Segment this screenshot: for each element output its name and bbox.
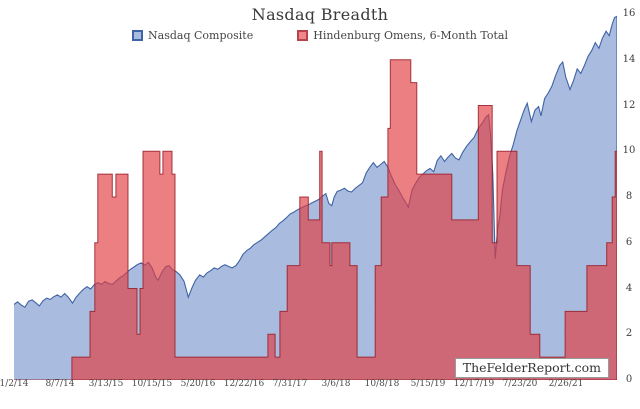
watermark: TheFelderReport.com [454,358,609,378]
y-tick-label: 16 [622,8,636,19]
x-tick-label: 5/15/19 [410,379,446,389]
legend: Nasdaq Composite Hindenburg Omens, 6-Mon… [0,29,640,42]
y-tick-label: 8 [625,191,633,202]
y-tick-label: 14 [622,53,636,65]
y-tick-label: 0 [625,374,633,385]
x-tick-label: 10/15/15 [131,379,173,389]
x-tick-label: 2/26/21 [548,379,584,389]
plot-area [14,14,617,380]
x-tick-label: 5/20/16 [180,379,216,389]
y-tick-label: 6 [625,236,633,248]
x-tick-label: 8/7/14 [45,379,75,389]
y-tick-label: 2 [625,328,633,340]
legend-label-nasdaq: Nasdaq Composite [148,29,254,42]
legend-item-omens: Hindenburg Omens, 6-Month Total [297,29,508,42]
y-tick-label: 4 [625,282,633,294]
legend-item-nasdaq: Nasdaq Composite [132,29,253,42]
nasdaq-series-swatch-icon [132,30,144,41]
x-tick-label: 7/23/20 [502,379,538,389]
y-axis: 16 14 12 10 8 6 4 2 0 [619,0,639,409]
x-tick-label: 12/17/19 [453,379,495,389]
x-tick-label: 3/13/15 [88,379,124,389]
x-axis: 1/2/14 8/7/14 3/13/15 10/15/15 5/20/16 12/22/… [0,379,640,395]
x-tick-label: 10/8/18 [364,379,400,389]
y-tick-label: 12 [622,99,636,111]
chart-title: Nasdaq Breadth [251,5,389,24]
chart-canvas [14,15,617,380]
x-tick-label: 1/2/14 [0,379,29,389]
y-tick-label: 10 [622,145,636,157]
omens-series-swatch-icon [297,30,309,41]
x-tick-label: 7/31/17 [272,379,308,389]
x-tick-label: 12/22/16 [223,379,265,389]
legend-label-omens: Hindenburg Omens, 6-Month Total [313,29,508,42]
x-tick-label: 3/6/18 [321,379,351,389]
